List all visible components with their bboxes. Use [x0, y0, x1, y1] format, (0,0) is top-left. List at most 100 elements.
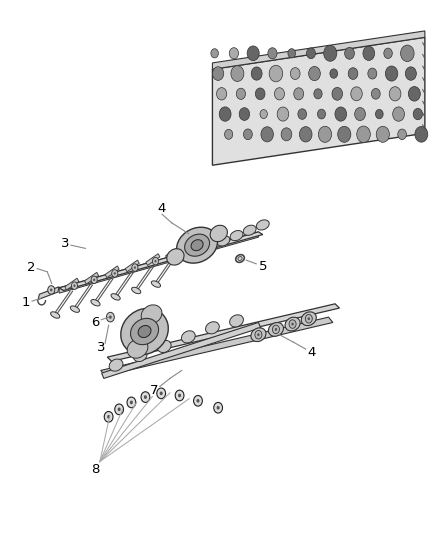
Circle shape	[219, 107, 231, 121]
Circle shape	[289, 320, 296, 328]
Circle shape	[345, 47, 354, 59]
Circle shape	[307, 48, 315, 59]
Ellipse shape	[256, 220, 269, 230]
Circle shape	[231, 66, 244, 82]
Ellipse shape	[238, 256, 242, 261]
Ellipse shape	[71, 306, 79, 312]
Ellipse shape	[133, 350, 147, 361]
Text: 5: 5	[258, 260, 267, 273]
Circle shape	[260, 110, 267, 118]
Circle shape	[212, 67, 224, 80]
Polygon shape	[146, 254, 160, 265]
Circle shape	[48, 286, 55, 294]
Circle shape	[50, 288, 53, 292]
Circle shape	[288, 49, 296, 58]
Circle shape	[106, 312, 114, 322]
Polygon shape	[125, 260, 139, 272]
Circle shape	[376, 126, 389, 142]
Text: 4: 4	[158, 203, 166, 215]
Polygon shape	[85, 272, 99, 284]
Ellipse shape	[177, 227, 218, 263]
Ellipse shape	[152, 281, 160, 287]
Polygon shape	[105, 266, 119, 278]
Circle shape	[305, 314, 312, 323]
Circle shape	[159, 391, 162, 395]
Ellipse shape	[127, 339, 148, 358]
Circle shape	[401, 45, 414, 61]
Circle shape	[415, 126, 428, 142]
Circle shape	[91, 276, 97, 284]
Circle shape	[155, 260, 156, 262]
Ellipse shape	[205, 322, 219, 334]
Ellipse shape	[251, 328, 266, 342]
Circle shape	[261, 127, 273, 142]
Circle shape	[385, 66, 398, 81]
Circle shape	[127, 397, 136, 408]
Polygon shape	[166, 247, 180, 259]
Polygon shape	[107, 304, 339, 361]
Circle shape	[275, 88, 284, 100]
Circle shape	[291, 322, 294, 326]
Polygon shape	[38, 287, 59, 300]
Text: 8: 8	[91, 463, 100, 475]
Circle shape	[408, 86, 420, 101]
Circle shape	[74, 285, 75, 287]
Circle shape	[115, 404, 124, 415]
Text: 7: 7	[150, 384, 159, 397]
Ellipse shape	[268, 322, 283, 336]
Ellipse shape	[243, 225, 256, 236]
Ellipse shape	[210, 225, 227, 241]
Ellipse shape	[285, 317, 300, 331]
Circle shape	[141, 392, 150, 402]
Circle shape	[229, 47, 239, 59]
Circle shape	[355, 108, 365, 120]
Ellipse shape	[138, 326, 151, 337]
Circle shape	[389, 87, 401, 101]
Circle shape	[298, 109, 307, 119]
Circle shape	[269, 65, 283, 82]
Polygon shape	[65, 278, 79, 290]
Circle shape	[335, 107, 346, 121]
Circle shape	[363, 46, 374, 60]
Circle shape	[214, 402, 223, 413]
Ellipse shape	[230, 230, 243, 241]
Ellipse shape	[132, 287, 141, 294]
Ellipse shape	[141, 305, 162, 324]
Circle shape	[104, 411, 113, 422]
Ellipse shape	[111, 294, 120, 300]
Circle shape	[174, 254, 176, 256]
Circle shape	[237, 88, 245, 99]
Circle shape	[348, 68, 358, 79]
Text: 2: 2	[27, 261, 36, 274]
Ellipse shape	[157, 341, 171, 352]
Circle shape	[277, 107, 289, 121]
Circle shape	[294, 88, 304, 100]
Polygon shape	[102, 322, 261, 378]
Ellipse shape	[230, 315, 244, 327]
Circle shape	[216, 87, 227, 100]
Circle shape	[272, 325, 279, 334]
Polygon shape	[59, 232, 263, 290]
Text: 1: 1	[22, 296, 31, 309]
Circle shape	[324, 45, 337, 61]
Circle shape	[109, 316, 112, 319]
Circle shape	[152, 257, 159, 265]
Ellipse shape	[121, 309, 168, 354]
Circle shape	[351, 87, 362, 101]
Circle shape	[117, 407, 121, 411]
Circle shape	[393, 107, 404, 121]
Text: 3: 3	[60, 237, 69, 250]
Text: 3: 3	[96, 341, 105, 354]
Circle shape	[225, 130, 233, 139]
Circle shape	[318, 109, 325, 119]
Circle shape	[112, 270, 118, 277]
Ellipse shape	[191, 240, 203, 251]
Circle shape	[132, 264, 138, 271]
Circle shape	[300, 127, 312, 142]
Circle shape	[255, 88, 265, 100]
Ellipse shape	[217, 236, 230, 246]
Ellipse shape	[181, 331, 195, 343]
Circle shape	[338, 126, 351, 142]
Circle shape	[309, 67, 320, 80]
Polygon shape	[212, 31, 425, 69]
